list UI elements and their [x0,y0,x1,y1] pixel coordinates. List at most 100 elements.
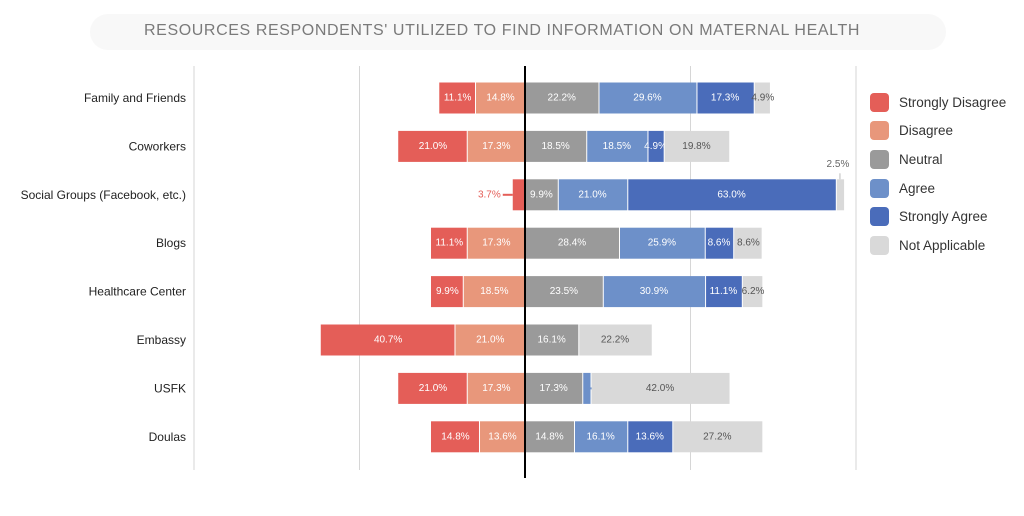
legend-label: Neutral [899,151,943,167]
bar-segment-not-applicable [754,82,770,114]
legend-item: Not Applicable [870,231,1006,260]
data-label: 19.8% [682,141,710,152]
bar-segment-disagree [476,82,524,114]
data-label: 14.8% [486,93,514,104]
bar-segment-disagree [463,276,524,308]
data-label: 23.5% [550,286,578,297]
title-background [90,14,946,50]
data-label: 21.0% [419,383,447,394]
bar-segment-neutral [526,421,574,453]
legend-item: Strongly Disagree [870,88,1006,117]
bar-segment-strongly-disagree [430,421,479,453]
bar-segment-agree [620,227,705,259]
bar-segment-not-applicable [591,372,730,404]
bar-segment-not-applicable [734,227,762,259]
data-label: 25.9% [648,238,676,249]
bar-segment-agree [587,130,648,162]
data-label: 22.2% [601,335,629,346]
legend-swatch [870,235,889,255]
data-label: 16.1% [586,431,614,442]
bar-segment-not-applicable [836,179,845,211]
data-label: 22.2% [548,93,576,104]
data-label: 27.2% [703,431,731,442]
data-label: 42.0% [646,383,674,394]
category-label: Blogs [156,236,186,250]
bar-segment-neutral [526,372,583,404]
bar-segment-strongly-disagree [320,324,455,356]
legend-label: Not Applicable [899,237,986,253]
bar-segment-disagree [455,324,524,356]
data-label: 8.6% [708,238,731,249]
data-label: 18.5% [480,286,508,297]
legend-item: Neutral [870,145,1006,174]
bar-segment-strongly-disagree [398,372,467,404]
bar-segment-strongly-agree [628,179,836,211]
bar-segment-agree [599,82,697,114]
legend-label: Strongly Agree [899,209,988,225]
data-label: 11.1% [444,93,472,104]
data-label: 30.9% [640,286,668,297]
legend-item: Strongly Agree [870,202,1006,231]
bar-segment-disagree [467,227,524,259]
bar-segment-strongly-agree [628,421,673,453]
bar-segment-neutral [526,276,603,308]
bar-segment-strongly-agree [648,130,664,162]
bar-segment-neutral [526,324,579,356]
data-label: 28.4% [558,238,586,249]
data-label: 18.5% [603,141,631,152]
bar-segment-neutral [526,179,558,211]
data-label: 21.0% [578,189,606,200]
data-label: 16.1% [537,335,565,346]
category-label: Social Groups (Facebook, etc.) [21,188,186,202]
bar-segment-agree [603,276,706,308]
legend-item: Disagree [870,117,1006,146]
bar-segment-agree [574,421,628,453]
data-label: 17.3% [711,93,739,104]
category-label: Doulas [149,430,186,444]
bar-segment-strongly-disagree [430,227,467,259]
category-label: Healthcare Center [89,285,186,299]
data-label: 13.6% [488,431,516,442]
bar-segment-agree [558,179,628,211]
data-label: 21.0% [476,335,504,346]
data-label: 11.1% [436,238,464,249]
bar-segment-disagree [467,372,524,404]
legend-label: Agree [899,180,936,196]
data-label: 17.3% [482,383,510,394]
bar-segment-strongly-disagree [398,130,467,162]
data-label: 17.3% [539,383,567,394]
data-label: 4.9% [751,93,774,104]
data-label: 18.5% [541,141,569,152]
data-label: 40.7% [374,335,402,346]
bar-segment-strongly-disagree [430,276,463,308]
data-label: 4.9% [644,141,667,152]
bar-segment-disagree [479,421,524,453]
legend-item: Agree [870,174,1006,203]
bar-segment-strongly-agree [706,276,742,308]
data-label: 17.3% [482,238,510,249]
bar-segment-not-applicable [673,421,763,453]
bar-segment-strongly-disagree [512,179,524,211]
bar-segment-strongly-agree [705,227,734,259]
data-label: 3.7% [478,189,501,200]
bar-segment-disagree [467,130,524,162]
category-label: Embassy [137,333,186,347]
bar-segment-not-applicable [742,276,763,308]
data-label: 63.0% [717,189,745,200]
chart-title: RESOURCES RESPONDENTS' UTILIZED TO FIND … [144,22,860,39]
data-label: 13.6% [636,431,664,442]
legend-swatch [870,207,889,227]
category-label: Coworkers [129,139,186,153]
bar-segment-not-applicable [664,130,730,162]
data-label: 17.3% [482,141,510,152]
data-label: 14.8% [535,431,563,442]
data-label: 8.6% [737,238,760,249]
legend-swatch [870,178,889,198]
data-label: 9.9% [436,286,459,297]
legend-swatch [870,92,889,112]
data-label: 11.1% [710,286,738,297]
bar-segment-neutral [526,227,620,259]
legend-label: Disagree [899,123,954,139]
bar-segment-neutral [526,130,587,162]
